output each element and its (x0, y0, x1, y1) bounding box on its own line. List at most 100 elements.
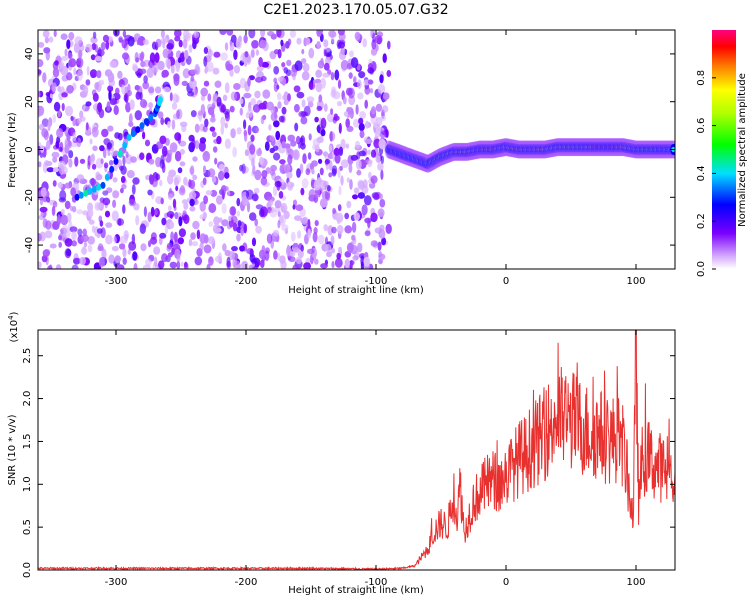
noise-blob (77, 69, 83, 81)
noise-blob (89, 138, 93, 145)
noise-blob (363, 195, 372, 206)
noise-blob (247, 124, 252, 136)
noise-blob (209, 126, 216, 132)
noise-blob (267, 196, 275, 203)
noise-blob (192, 156, 198, 162)
noise-blob (49, 243, 57, 249)
noise-blob (258, 57, 263, 67)
noise-blob (258, 249, 266, 260)
noise-blob (357, 242, 363, 253)
noise-blob (58, 197, 67, 203)
noise-blob (155, 38, 162, 48)
heatmap-y-tick-label: -40 (24, 237, 35, 253)
heatmap-x-axis-label: Height of straight line (km) (288, 285, 424, 296)
noise-blob (334, 153, 341, 164)
noise-blob (325, 243, 332, 252)
noise-blob (323, 103, 328, 112)
noise-blob (39, 206, 48, 213)
noise-blob (283, 163, 291, 173)
noise-blob (176, 109, 180, 119)
noise-blob (225, 63, 234, 72)
noise-blob (243, 119, 247, 130)
noise-blob (51, 151, 60, 158)
noise-blob (322, 151, 329, 157)
noise-blob (222, 243, 227, 252)
noise-blob (125, 151, 129, 158)
noise-blob (249, 144, 256, 155)
noise-blob (72, 132, 77, 142)
noise-blob (302, 153, 307, 165)
noise-blob (233, 65, 241, 74)
noise-blob (44, 230, 53, 239)
snr-series-line (38, 330, 675, 570)
noise-blob (181, 199, 188, 205)
noise-blob (360, 255, 365, 267)
noise-blob (232, 146, 237, 158)
noise-blob (199, 214, 206, 220)
noise-blob (64, 144, 70, 154)
noise-blob (298, 110, 307, 118)
noise-blob (297, 230, 302, 239)
noise-blob (334, 69, 340, 81)
noise-blob (46, 196, 51, 203)
noise-blob (140, 61, 146, 68)
noise-blob (134, 110, 142, 121)
streak-blob (117, 150, 123, 157)
noise-blob (167, 173, 174, 185)
noise-blob (340, 175, 344, 186)
noise-blob (96, 228, 103, 234)
snr-plot-area (38, 330, 675, 570)
noise-blob (330, 248, 336, 254)
noise-blob (184, 261, 188, 268)
noise-blob (135, 91, 141, 100)
noise-blob (243, 223, 248, 234)
snr-x-tick-label: -100 (365, 577, 388, 588)
noise-blob (135, 57, 140, 63)
noise-blob (38, 90, 41, 98)
noise-blob (346, 106, 354, 115)
noise-blob (180, 185, 185, 194)
streak-blob (148, 114, 154, 122)
streak-blob (91, 185, 97, 193)
noise-blob (64, 182, 73, 189)
noise-blob (269, 169, 276, 176)
noise-blob (251, 237, 257, 247)
noise-blob (101, 128, 109, 138)
noise-blob (269, 199, 274, 206)
noise-blob (287, 93, 291, 102)
noise-blob (94, 82, 100, 90)
noise-blob (112, 190, 120, 199)
noise-blob (316, 30, 322, 37)
noise-blob (374, 227, 382, 234)
noise-blob (203, 234, 209, 244)
noise-blob (70, 187, 77, 197)
noise-blob (307, 248, 315, 255)
noise-blob (296, 37, 302, 45)
noise-blob (314, 258, 319, 265)
noise-blob (121, 84, 125, 94)
noise-blob (108, 160, 114, 166)
noise-blob (90, 72, 96, 79)
noise-blob (335, 212, 344, 223)
noise-blob (88, 219, 95, 225)
noise-blob (70, 115, 74, 121)
noise-blob (56, 128, 64, 138)
noise-blob (160, 197, 164, 205)
noise-blob (254, 218, 258, 227)
noise-blob (76, 209, 83, 215)
noise-blob (170, 231, 175, 242)
noise-blob (178, 140, 187, 147)
snr-x-tick-label: -200 (235, 577, 258, 588)
noise-blob (328, 30, 336, 38)
noise-blob (325, 158, 331, 164)
noise-blob (357, 92, 364, 100)
noise-blob (158, 260, 165, 269)
noise-blob (214, 94, 218, 100)
noise-blob (150, 232, 157, 241)
noise-blob (246, 248, 254, 255)
snr-y-multiplier-close: ) (9, 311, 20, 315)
noise-blob (157, 111, 164, 119)
streak-blob (78, 191, 84, 199)
noise-blob (318, 60, 324, 68)
noise-blob (82, 228, 87, 237)
